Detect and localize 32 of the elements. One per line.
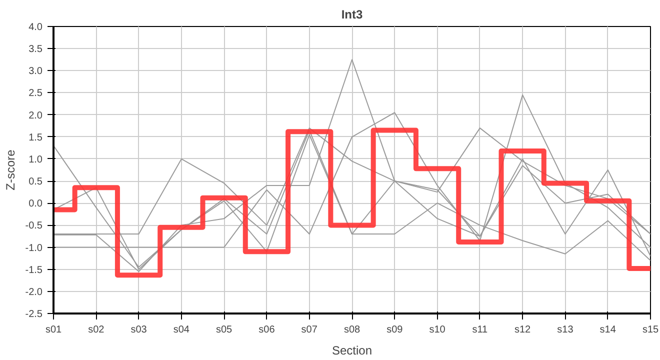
y-tick-label: -2.5 — [25, 309, 43, 320]
y-tick-label: 2.5 — [28, 88, 43, 100]
y-tick-label: 2.0 — [28, 110, 43, 122]
x-tick-label: s14 — [600, 324, 616, 336]
chart-title: Int3 — [341, 8, 363, 22]
y-tick-label: 0.0 — [28, 198, 43, 210]
x-tick-label: s04 — [173, 324, 190, 336]
x-tick-label: s11 — [472, 324, 488, 336]
x-tick-label: s10 — [429, 324, 446, 336]
x-tick-label: s06 — [258, 324, 276, 336]
x-tick-label: s15 — [642, 324, 659, 336]
x-tick-label: s02 — [88, 324, 105, 336]
y-tick-label: -1.5 — [25, 264, 43, 276]
y-tick-label: 4.0 — [28, 22, 43, 33]
y-tick-label: 3.5 — [28, 44, 43, 56]
y-tick-label: -1.0 — [25, 242, 43, 254]
x-axis-title: Section — [332, 344, 372, 358]
x-tick-label: s13 — [557, 324, 574, 336]
y-tick-label: 0.5 — [28, 176, 43, 188]
y-tick-label: 3.0 — [28, 66, 43, 78]
x-tick-label: s08 — [344, 324, 360, 336]
x-tick-label: s01 — [45, 324, 62, 336]
y-axis-title: Z-score — [3, 149, 18, 190]
x-tick-label: s05 — [216, 324, 233, 336]
y-tick-label: -0.5 — [25, 220, 43, 232]
y-tick-label: 1.0 — [28, 154, 43, 166]
y-tick-label: -2.0 — [25, 286, 43, 298]
x-tick-label: s12 — [514, 324, 532, 336]
x-tick-label: s07 — [301, 324, 318, 336]
x-tick-label: s09 — [386, 324, 404, 336]
x-tick-label: s03 — [130, 324, 148, 336]
y-tick-label: 1.5 — [28, 132, 43, 144]
